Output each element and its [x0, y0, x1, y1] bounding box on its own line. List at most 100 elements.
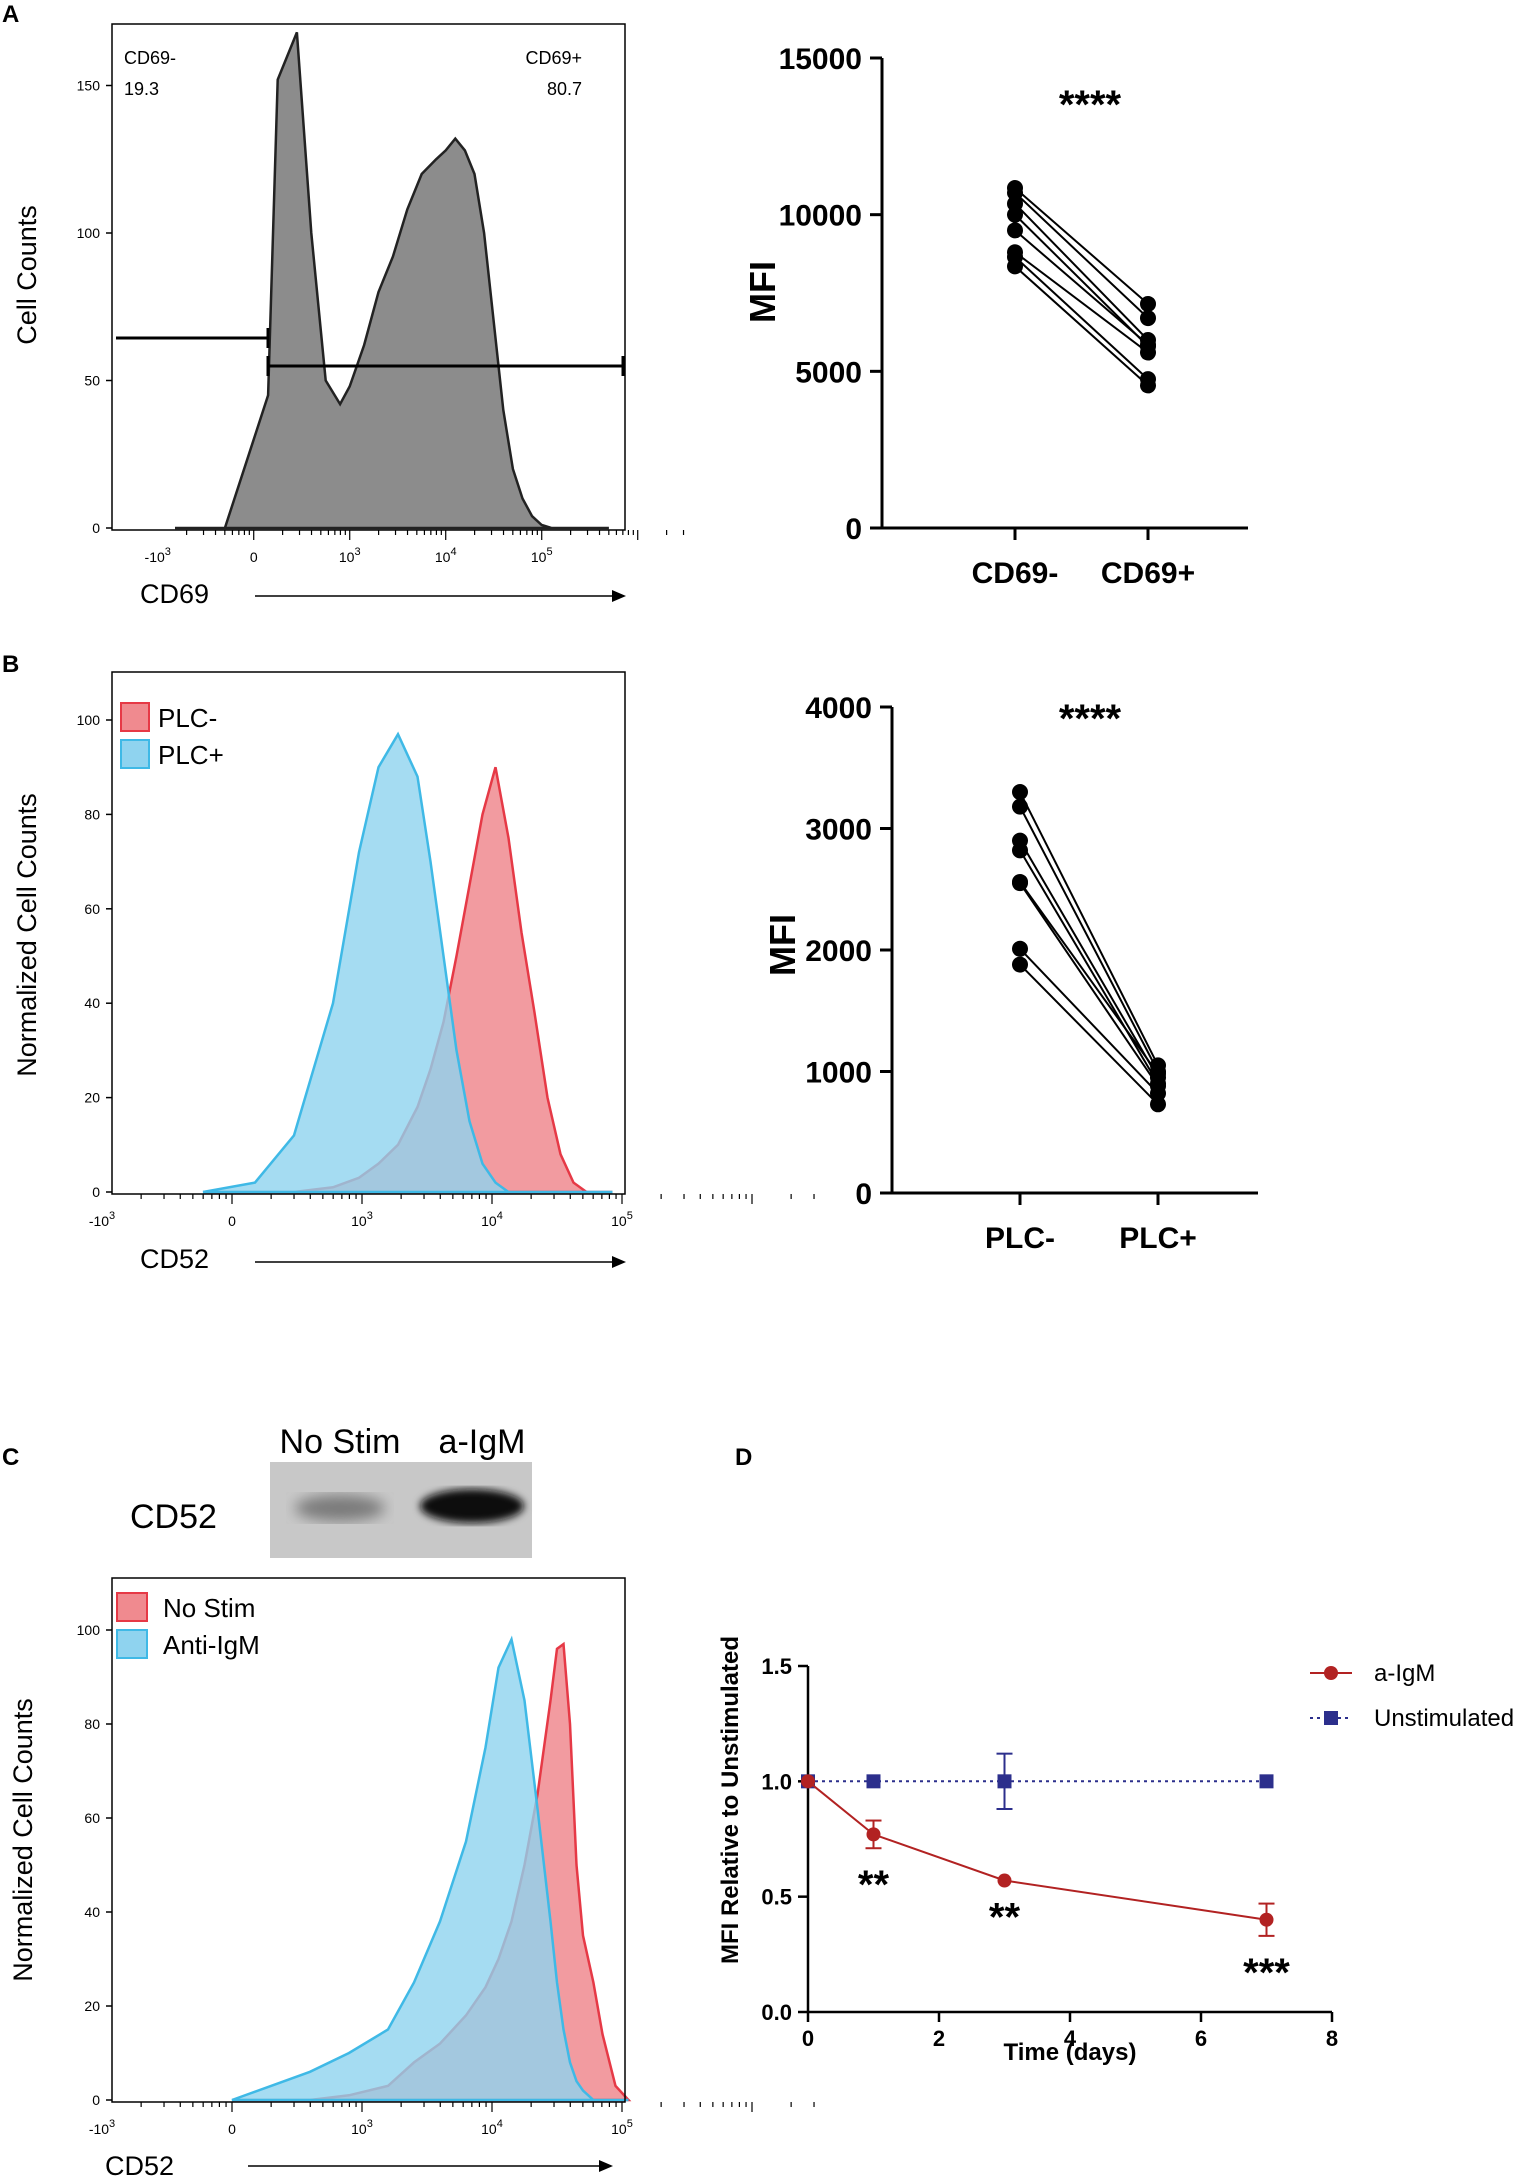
y-tick-label: 1000 — [805, 1057, 872, 1090]
y-axis-label: MFI — [742, 261, 783, 323]
y-axis-label: MFI Relative to Unstimulated — [717, 1636, 744, 1964]
pair-line — [1014, 265, 1149, 387]
y-tick-label: 50 — [84, 373, 100, 389]
y-tick-label: 1.5 — [761, 1654, 792, 1679]
x-axis-label: CD69 — [140, 579, 209, 609]
point-CD69pos — [1140, 310, 1156, 327]
panel-label-b: B — [2, 651, 19, 678]
point-PLCneg — [1012, 798, 1028, 815]
pair-line — [1019, 882, 1159, 1087]
y-tick-label: 15000 — [779, 43, 862, 76]
point-a-igm — [866, 1827, 881, 1842]
y-tick-label: 60 — [84, 1810, 100, 1826]
panel-a-histogram: 0 50 100 150 -103 0 103 104 105 Cell Counts CD6… — [12, 23, 685, 609]
y-tick-label: 1.0 — [761, 1769, 792, 1794]
series — [801, 1752, 1275, 1937]
pair-line — [1019, 881, 1159, 1075]
significance-label: *** — [1243, 1951, 1290, 1995]
y-axis: 0 5000 10000 15000 — [779, 43, 884, 546]
y-axis-label: MFI — [762, 914, 803, 976]
blot-lane-a-igm: a-IgM — [439, 1423, 526, 1461]
x-tick-label: 104 — [481, 2118, 503, 2137]
y-tick-label: 40 — [84, 995, 100, 1011]
x-tick-label: 105 — [611, 2118, 633, 2137]
x-tick-label: 104 — [481, 1210, 503, 1229]
blot-lane-no-stim: No Stim — [280, 1423, 401, 1461]
panel-d-line-chart: 0.00.51.01.50 2 4 6 8 ******* Time (days) MF… — [717, 1636, 1514, 2066]
y-tick-label: 150 — [77, 78, 101, 94]
panel-a-mfi-plot: 0 5000 10000 15000 CD69- CD69+ MFI **** — [742, 43, 1248, 590]
legend-label-no-stim: No Stim — [163, 1593, 255, 1623]
point-CD69neg — [1007, 222, 1023, 239]
legend-label-a-igm: a-IgM — [1374, 1660, 1435, 1687]
x-axis-arrowhead — [612, 590, 626, 602]
point-PLCpos — [1150, 1085, 1166, 1102]
pair-line — [1014, 229, 1149, 346]
pair-line — [1014, 192, 1149, 319]
point-PLCneg — [1012, 956, 1028, 973]
axes: 0.0 0.5 1.0 1.5 0 2 4 6 8 — [761, 1654, 1338, 2051]
x-tick-label: 105 — [531, 546, 553, 565]
x-axis-arrowhead — [612, 1256, 626, 1268]
y-tick-label: 100 — [77, 712, 101, 728]
pair-line — [1019, 963, 1159, 1106]
panel-label-a: A — [2, 1, 19, 28]
x-tick-label: 0 — [228, 2121, 236, 2137]
point-a-igm — [801, 1774, 815, 1789]
point-PLCneg — [1012, 940, 1028, 957]
pair-line — [1019, 806, 1159, 1072]
legend-swatch-anti-igm — [116, 1629, 148, 1659]
blot-band-a-igm — [420, 1489, 524, 1523]
y-tick-label: 80 — [84, 806, 100, 822]
y-tick-label: 0.0 — [761, 2000, 792, 2025]
x-tick-label: 2 — [933, 2026, 945, 2051]
x-tick-label: -103 — [145, 546, 171, 565]
y-axis: 0 1000 2000 3000 4000 — [805, 692, 894, 1211]
y-axis-label: Normalized Cell Counts — [12, 793, 42, 1077]
x-axis: CD69- CD69+ — [882, 526, 1248, 590]
y-tick-label: 20 — [84, 1090, 100, 1106]
legend-swatch-no-stim — [116, 1592, 148, 1622]
point-unstimulated — [1259, 1774, 1274, 1789]
panel-c-histogram: 0 20 40 60 80 100 -103 0 103 104 105 Normalized C… — [8, 1577, 815, 2178]
point-PLCneg — [1012, 784, 1028, 801]
x-tick-label: -103 — [89, 1210, 115, 1229]
y-tick-label: 3000 — [805, 814, 872, 847]
significance-stars: **** — [1059, 697, 1122, 741]
gate-cd69-neg-percent: 19.3 — [124, 79, 159, 99]
y-axis-label: Normalized Cell Counts — [8, 1698, 38, 1982]
gate-cd69-neg-name: CD69- — [124, 48, 176, 68]
x-axis-ticks: -103 0 103 104 105 — [89, 1194, 815, 1229]
anti-igm-histogram-area — [231, 1635, 629, 2102]
blot-band-no-stim — [295, 1495, 385, 1521]
point-CD69pos — [1140, 377, 1156, 394]
point-unstimulated — [866, 1774, 881, 1789]
y-tick-label: 100 — [77, 225, 101, 241]
plc-pos-histogram-area — [202, 731, 613, 1194]
point-PLCpos — [1150, 1065, 1166, 1082]
x-tick-label: PLC+ — [1119, 1222, 1197, 1255]
point-CD69pos — [1140, 295, 1156, 312]
y-tick-label: 0.5 — [761, 1885, 792, 1910]
pair-line — [1019, 840, 1159, 1079]
legend-marker-a-igm — [1324, 1666, 1338, 1680]
x-tick-label: 4 — [1064, 2026, 1077, 2051]
x-tick-label: 6 — [1195, 2026, 1207, 2051]
y-tick-label: 20 — [84, 1998, 100, 2014]
x-axis-label: Time (days) — [1004, 2039, 1137, 2066]
point-CD69pos — [1140, 344, 1156, 361]
panel-b-mfi-plot: 0 1000 2000 3000 4000 PLC- PLC+ MFI **** — [762, 692, 1258, 1255]
pair-line — [1014, 251, 1149, 354]
x-tick-label: 0 — [250, 549, 258, 565]
significance-label: ** — [858, 1863, 890, 1907]
pair-line — [1019, 849, 1159, 1085]
series-line-a-igm — [807, 1780, 1267, 1921]
panel-label-c: C — [2, 1444, 19, 1471]
y-tick-label: 0 — [92, 520, 100, 536]
gate-cd69-pos-percent: 80.7 — [547, 79, 582, 99]
y-axis-label: Cell Counts — [12, 205, 42, 345]
y-tick-label: 5000 — [795, 356, 862, 389]
point-CD69neg — [1007, 206, 1023, 223]
x-tick-label: 105 — [611, 1210, 633, 1229]
